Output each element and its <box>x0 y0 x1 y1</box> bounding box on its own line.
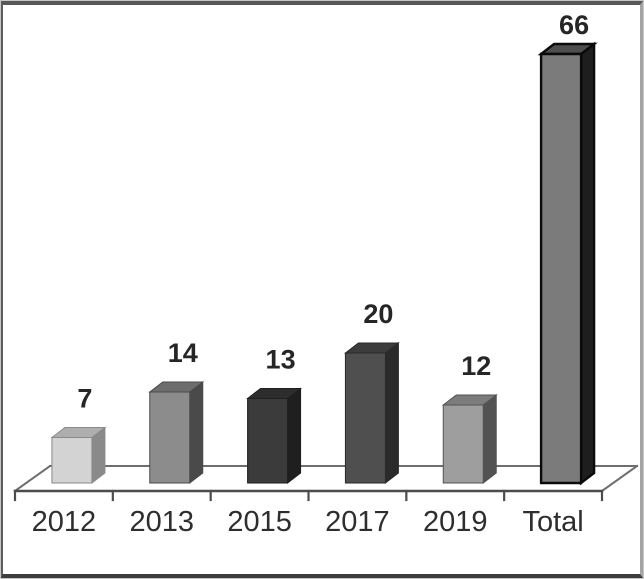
bar-side-face <box>189 380 204 485</box>
bar <box>247 398 289 484</box>
bar-side-face <box>482 393 497 485</box>
category-label: Total <box>522 506 583 538</box>
bar-value-label: 13 <box>266 345 296 375</box>
bar <box>51 437 93 484</box>
bar <box>539 52 583 485</box>
category-label: 2015 <box>227 506 292 538</box>
bar-value-label: 20 <box>363 299 393 329</box>
category-label: 2019 <box>423 506 488 538</box>
bar-value-label: 66 <box>559 10 589 40</box>
floor-left-diagonal <box>13 464 52 493</box>
floor-right-diagonal <box>600 464 639 493</box>
bar <box>149 391 191 484</box>
bar-side-face <box>579 41 596 486</box>
category-label: 2017 <box>325 506 390 538</box>
bar-side-face <box>287 387 302 485</box>
bar-side-face <box>384 341 399 485</box>
bar-value-label: 12 <box>461 351 491 381</box>
category-label: 2013 <box>129 506 194 538</box>
bar <box>442 404 484 484</box>
bar-value-label: 7 <box>77 384 92 414</box>
bar <box>344 352 386 484</box>
bar-value-label: 14 <box>168 338 198 368</box>
category-label: 2012 <box>32 506 97 538</box>
